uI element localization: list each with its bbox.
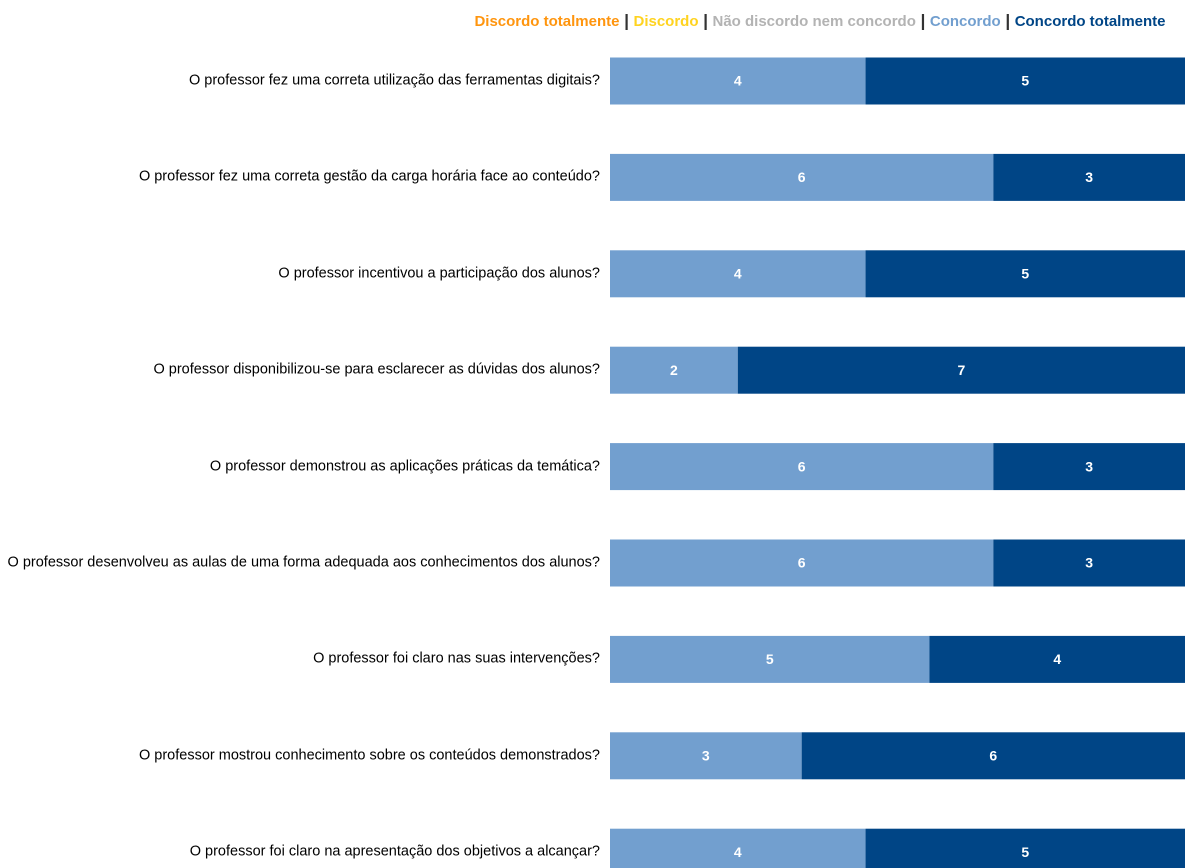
bar-segment <box>993 539 1185 587</box>
category-label: O professor fez uma correta utilização d… <box>188 72 600 89</box>
data-label: 6 <box>798 555 806 571</box>
data-label: 5 <box>1021 73 1029 89</box>
bar-segment <box>865 57 1185 105</box>
bar-segment <box>737 346 1185 394</box>
bar-segment <box>865 250 1185 298</box>
bar-segment <box>610 828 866 868</box>
data-label: 3 <box>1085 169 1093 185</box>
legend-entry: Discordo totalmente <box>474 13 619 30</box>
bar-segment <box>993 443 1185 491</box>
bar-segment <box>610 635 930 683</box>
category-label: O professor incentivou a participação do… <box>278 265 600 282</box>
data-label: 3 <box>702 748 710 764</box>
data-label: 5 <box>766 651 774 667</box>
data-label: 4 <box>734 266 742 282</box>
category-label: O professor foi claro nas suas intervenç… <box>313 650 600 667</box>
bar-segment <box>610 539 994 587</box>
bar-segment <box>610 732 802 780</box>
data-label: 5 <box>1021 844 1029 860</box>
legend-separator <box>704 14 707 30</box>
category-label: O professor desenvolveu as aulas de uma … <box>7 554 600 571</box>
legend-entry: Não discordo nem concordo <box>713 13 916 30</box>
legend-separator <box>625 14 628 30</box>
bar-segment <box>610 346 738 394</box>
legend-entry: Concordo totalmente <box>1015 13 1166 30</box>
bar-segment <box>610 250 866 298</box>
data-label: 4 <box>734 844 742 860</box>
bar-segment <box>993 153 1185 201</box>
data-label: 7 <box>957 362 965 378</box>
data-label: 4 <box>1053 651 1061 667</box>
data-label: 4 <box>734 73 742 89</box>
legend-separator <box>1006 14 1009 30</box>
legend-entry: Discordo <box>633 13 698 30</box>
legend-separator <box>921 14 925 30</box>
bar-segment <box>610 443 994 491</box>
bar-segment <box>610 57 866 105</box>
data-label: 3 <box>1085 458 1093 474</box>
data-label: 6 <box>989 748 997 764</box>
category-label: O professor demonstrou as aplicações prá… <box>209 458 600 475</box>
category-label: O professor fez uma correta gestão da ca… <box>138 168 600 185</box>
data-label: 6 <box>798 458 806 474</box>
category-label: O professor mostrou conhecimento sobre o… <box>138 747 600 764</box>
bar-segment <box>801 732 1185 780</box>
legend-entry: Concordo <box>930 13 1001 30</box>
bar-segment <box>865 828 1185 868</box>
category-label: O professor disponibilizou-se para escla… <box>153 361 600 378</box>
bar-segment <box>929 635 1185 683</box>
bar-segment <box>610 153 994 201</box>
data-label: 3 <box>1085 555 1093 571</box>
data-label: 6 <box>798 169 806 185</box>
data-label: 5 <box>1021 266 1029 282</box>
data-label: 2 <box>670 362 678 378</box>
category-label: O professor foi claro na apresentação do… <box>189 843 600 860</box>
